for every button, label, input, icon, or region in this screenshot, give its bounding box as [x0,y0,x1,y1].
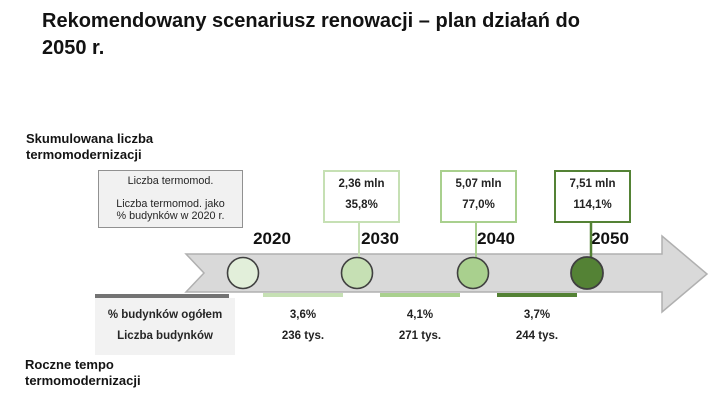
year-label-2040: 2040 [477,229,515,248]
milestone-2040-box: 5,07 mln 77,0% [440,170,517,223]
interval-bar-2020-2030 [263,293,343,297]
milestone-2050-count: 7,51 mln [569,178,616,190]
milestone-2030-percent: 35,8% [345,199,378,211]
row-label-building-count: Liczba budynków [117,330,213,342]
year-label-2050: 2050 [591,229,629,248]
page-title-line2: 2050 r. [42,37,105,59]
annual-rate-label: Roczne tempo termomodernizacji [25,357,141,388]
table-header-bar [95,294,229,298]
cumulative-count-label-line2: termomodernizacji [26,146,142,162]
page-title-line1: Rekomendowany scenariusz renowacji – pla… [42,10,580,32]
value-percent-2020-2030: 3,6% [289,309,317,321]
arrow-shape [184,234,709,314]
cumulative-count-label: Skumulowana liczba termomodernizacji [26,131,153,162]
value-count-2020-2030: 236 tys. [281,330,325,342]
legend-percent-label-line2: % budynków w 2020 r. [116,210,225,222]
legend-percent-label-line1: Liczba termomod. jako [116,197,225,210]
legend-box: Liczba termomod. Liczba termomod. jako %… [98,170,243,228]
milestone-2040-count: 5,07 mln [455,178,502,190]
milestone-2030-box: 2,36 mln 35,8% [323,170,400,223]
interval-bar-2030-2040 [380,293,460,297]
year-label-2030: 2030 [361,229,399,248]
marker-2030 [340,256,374,290]
value-percent-2040-2050: 3,7% [523,309,551,321]
value-percent-2030-2040: 4,1% [406,309,434,321]
timeline-arrow [184,223,709,314]
cumulative-count-label-line1: Skumulowana liczba [26,131,154,146]
marker-2020 [226,256,260,290]
annual-rate-label-line2: termomodernizacji [25,372,141,388]
row-label-percent-buildings: % budynków ogółem [107,309,223,321]
milestone-2040-percent: 77,0% [462,199,495,211]
legend-count-label: Liczba termomod. [127,175,214,187]
value-count-2030-2040: 271 tys. [398,330,442,342]
page-title: Rekomendowany scenariusz renowacji – pla… [42,8,580,62]
annual-rate-label-line1: Roczne tempo [25,357,114,372]
year-label-2020: 2020 [253,229,291,248]
value-count-2040-2050: 244 tys. [515,330,559,342]
interval-bar-2040-2050 [497,293,577,297]
marker-2050 [570,256,604,290]
marker-2040 [456,256,490,290]
table-label-column [95,298,235,355]
milestone-2050-box: 7,51 mln 114,1% [554,170,631,223]
milestone-2030-count: 2,36 mln [338,178,385,190]
milestone-2050-percent: 114,1% [573,199,612,211]
